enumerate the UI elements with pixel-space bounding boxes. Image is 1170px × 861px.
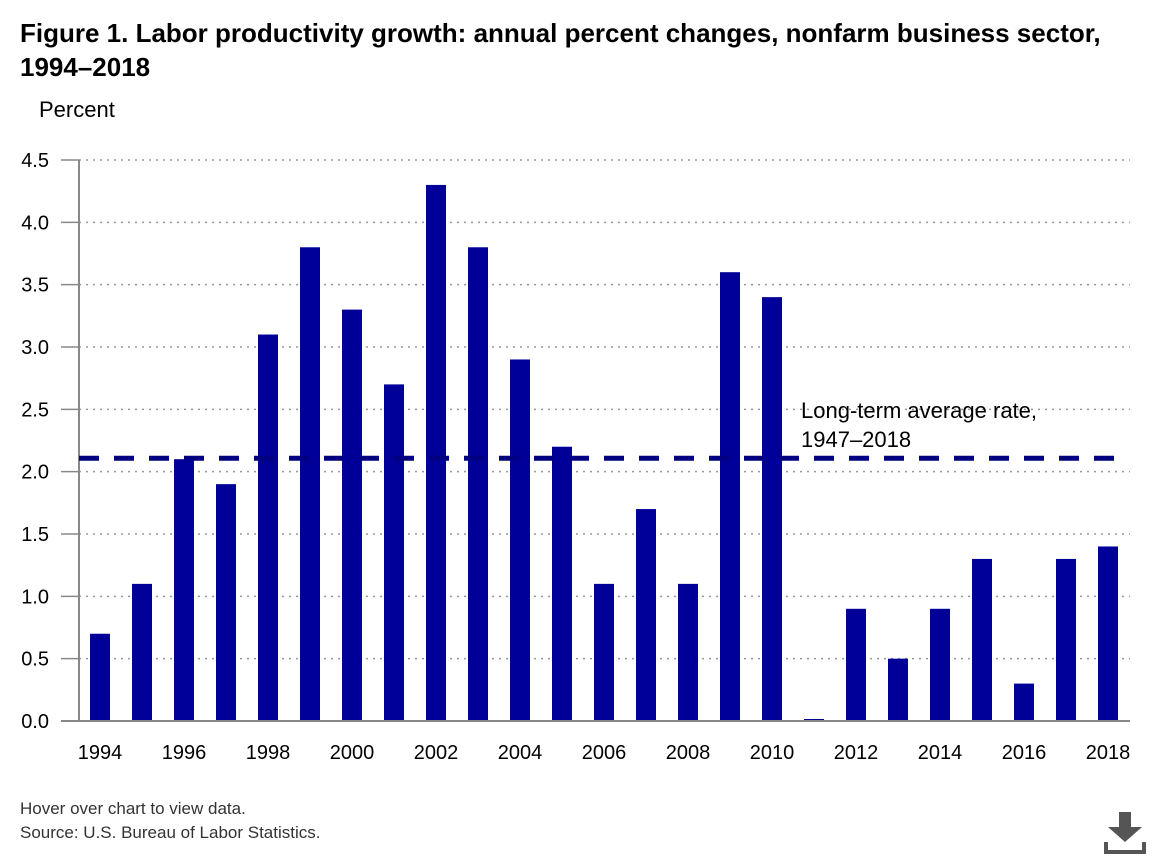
bar-2016[interactable]: 2016: 0.3 bbox=[1014, 683, 1034, 721]
x-tick-label: 2004 bbox=[498, 742, 543, 764]
bar-1995[interactable]: 1995: 1.1 bbox=[132, 583, 152, 721]
x-tick-label: 2012 bbox=[834, 742, 879, 764]
bar-1997[interactable]: 1997: 1.9 bbox=[216, 484, 236, 721]
x-tick-label: 1996 bbox=[162, 742, 207, 764]
bar-2014[interactable]: 2014: 0.9 bbox=[930, 608, 950, 721]
x-tick-label: 2002 bbox=[414, 742, 459, 764]
bar-2013[interactable]: 2013: 0.5 bbox=[888, 658, 908, 721]
bar-1998[interactable]: 1998: 3.1 bbox=[258, 334, 278, 721]
x-tick-label: 2016 bbox=[1002, 742, 1047, 764]
x-tick-label: 1994 bbox=[78, 742, 123, 764]
y-tick-label: 2.0 bbox=[21, 462, 49, 484]
bar-2008[interactable]: 2008: 1.1 bbox=[678, 583, 698, 721]
y-axis-label: Percent bbox=[39, 97, 115, 122]
y-tick-label: 2.5 bbox=[21, 399, 49, 421]
bar-chart[interactable]: 0.0 0.5 1.0 1.5 2.0 2.5 3.0 3.5 4.0 4.5 1994: 0.7 1… bbox=[0, 0, 1170, 790]
bar-2012[interactable]: 2012: 0.9 bbox=[846, 608, 866, 721]
y-tick-label: 4.5 bbox=[21, 150, 49, 172]
reference-line-label: Long-term average rate, bbox=[801, 398, 1037, 423]
bar-1999[interactable]: 1999: 3.8 bbox=[300, 247, 320, 721]
x-tick-label: 1998 bbox=[246, 742, 291, 764]
bar-2000[interactable]: 2000: 3.3 bbox=[342, 309, 362, 721]
x-tick-label: 2010 bbox=[750, 742, 795, 764]
hover-note: Hover over chart to view data. bbox=[20, 799, 246, 818]
bar-2002[interactable]: 2002: 4.3 bbox=[426, 184, 446, 721]
bar-2010[interactable]: 2010: 3.4 bbox=[762, 297, 782, 721]
bar-2018[interactable]: 2018: 1.4 bbox=[1098, 546, 1118, 721]
bar-2009[interactable]: 2009: 3.6 bbox=[720, 272, 740, 721]
y-tick-label: 1.0 bbox=[21, 586, 49, 608]
x-tick-label: 2018 bbox=[1086, 742, 1131, 764]
x-tick-label: 2000 bbox=[330, 742, 375, 764]
y-tick-label: 3.5 bbox=[21, 275, 49, 297]
bar-2006[interactable]: 2006: 1.1 bbox=[594, 583, 614, 721]
chart-title: Figure 1. Labor productivity growth: ann… bbox=[20, 18, 1101, 82]
bar-2007[interactable]: 2007: 1.7 bbox=[636, 509, 656, 721]
reference-line-label: 1947–2018 bbox=[801, 427, 911, 452]
bar-2003[interactable]: 2003: 3.8 bbox=[468, 247, 488, 721]
y-tick-label: 1.5 bbox=[21, 524, 49, 546]
y-tick-label: 0.5 bbox=[21, 649, 49, 671]
y-tick-label: 3.0 bbox=[21, 337, 49, 359]
x-tick-label: 2006 bbox=[582, 742, 627, 764]
download-icon bbox=[1104, 812, 1146, 854]
bar-1994[interactable]: 1994: 0.7 bbox=[90, 633, 110, 721]
bar-2005[interactable]: 2005: 2.2 bbox=[552, 446, 572, 721]
source-note: Source: U.S. Bureau of Labor Statistics. bbox=[20, 823, 321, 842]
bar-2001[interactable]: 2001: 2.7 bbox=[384, 384, 404, 721]
x-tick-label: 2008 bbox=[666, 742, 711, 764]
bar-1996[interactable]: 1996: 2.1 bbox=[174, 459, 194, 721]
bar-2004[interactable]: 2004: 2.9 bbox=[510, 359, 530, 721]
bar-2017[interactable]: 2017: 1.3 bbox=[1056, 558, 1076, 721]
bar-2015[interactable]: 2015: 1.3 bbox=[972, 558, 992, 721]
download-button[interactable] bbox=[1100, 808, 1150, 856]
y-tick-label: 0.0 bbox=[21, 711, 49, 733]
y-tick-label: 4.0 bbox=[21, 212, 49, 234]
x-tick-label: 2014 bbox=[918, 742, 963, 764]
